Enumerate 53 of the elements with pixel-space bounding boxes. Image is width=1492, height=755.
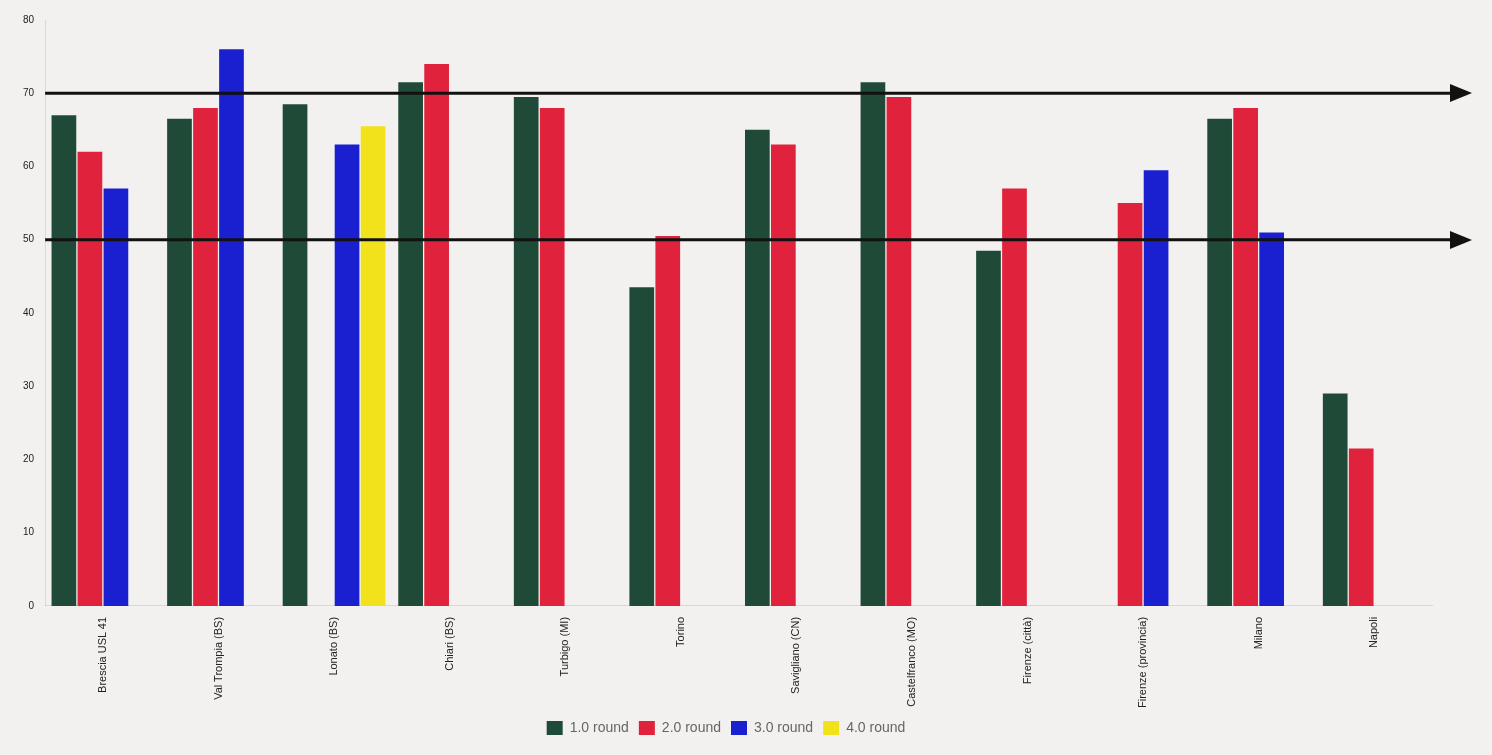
legend-label: 2.0 round [661, 718, 722, 735]
bar [334, 144, 360, 606]
x-tick-label: Torino [673, 616, 686, 647]
y-tick-label: 20 [23, 453, 35, 465]
y-tick-label: 70 [23, 86, 35, 98]
y-tick-label: 40 [23, 306, 35, 318]
bar [1259, 232, 1284, 606]
bar [360, 126, 386, 606]
bar [1322, 393, 1348, 606]
x-tick-label: Turbigo (MI) [558, 616, 571, 677]
bar [976, 250, 1001, 606]
bar [398, 82, 423, 606]
x-tick-label: Firenze (provincia) [1136, 616, 1149, 709]
bar [1233, 107, 1258, 606]
bar [1117, 203, 1143, 606]
y-tick-label: 10 [23, 526, 35, 538]
bar [1002, 188, 1027, 606]
bar [51, 115, 77, 606]
y-tick-label: 50 [23, 233, 35, 245]
x-tick-label: Castelfranco (MO) [904, 616, 917, 707]
x-tick-label: Chiari (BS) [442, 616, 455, 671]
y-tick-label: 0 [28, 599, 35, 611]
bar [655, 236, 681, 606]
bar [770, 144, 796, 606]
bar [424, 63, 449, 606]
bar [103, 188, 129, 606]
bar [167, 118, 192, 606]
legend-label: 1.0 round [569, 718, 629, 735]
legend-label: 4.0 round [846, 718, 906, 735]
x-tick-label: Val Trompia (BS) [211, 616, 224, 700]
x-tick-label: Milano [1251, 616, 1264, 650]
y-tick-label: 80 [23, 13, 35, 25]
x-tick-label: Brescia USL 41 [95, 616, 108, 693]
bar [282, 104, 308, 606]
bar [513, 96, 539, 606]
x-tick-label: Lonato (BS) [327, 616, 340, 676]
bar [886, 96, 912, 606]
bar [77, 151, 103, 606]
bar [744, 129, 770, 606]
x-tick-label: Savigliano (CN) [789, 616, 802, 694]
x-tick-label: Firenze (città) [1020, 616, 1033, 685]
bar [1143, 170, 1169, 606]
y-tick-label: 60 [23, 160, 35, 172]
bar [539, 107, 565, 606]
bar [1207, 118, 1232, 606]
bar [219, 49, 244, 606]
bar [193, 107, 218, 606]
legend-label: 3.0 round [754, 718, 814, 735]
bar [1348, 448, 1374, 606]
x-tick-label: Napoli [1367, 616, 1380, 649]
y-tick-label: 30 [23, 379, 35, 391]
bar [629, 287, 655, 606]
bar [860, 82, 886, 606]
